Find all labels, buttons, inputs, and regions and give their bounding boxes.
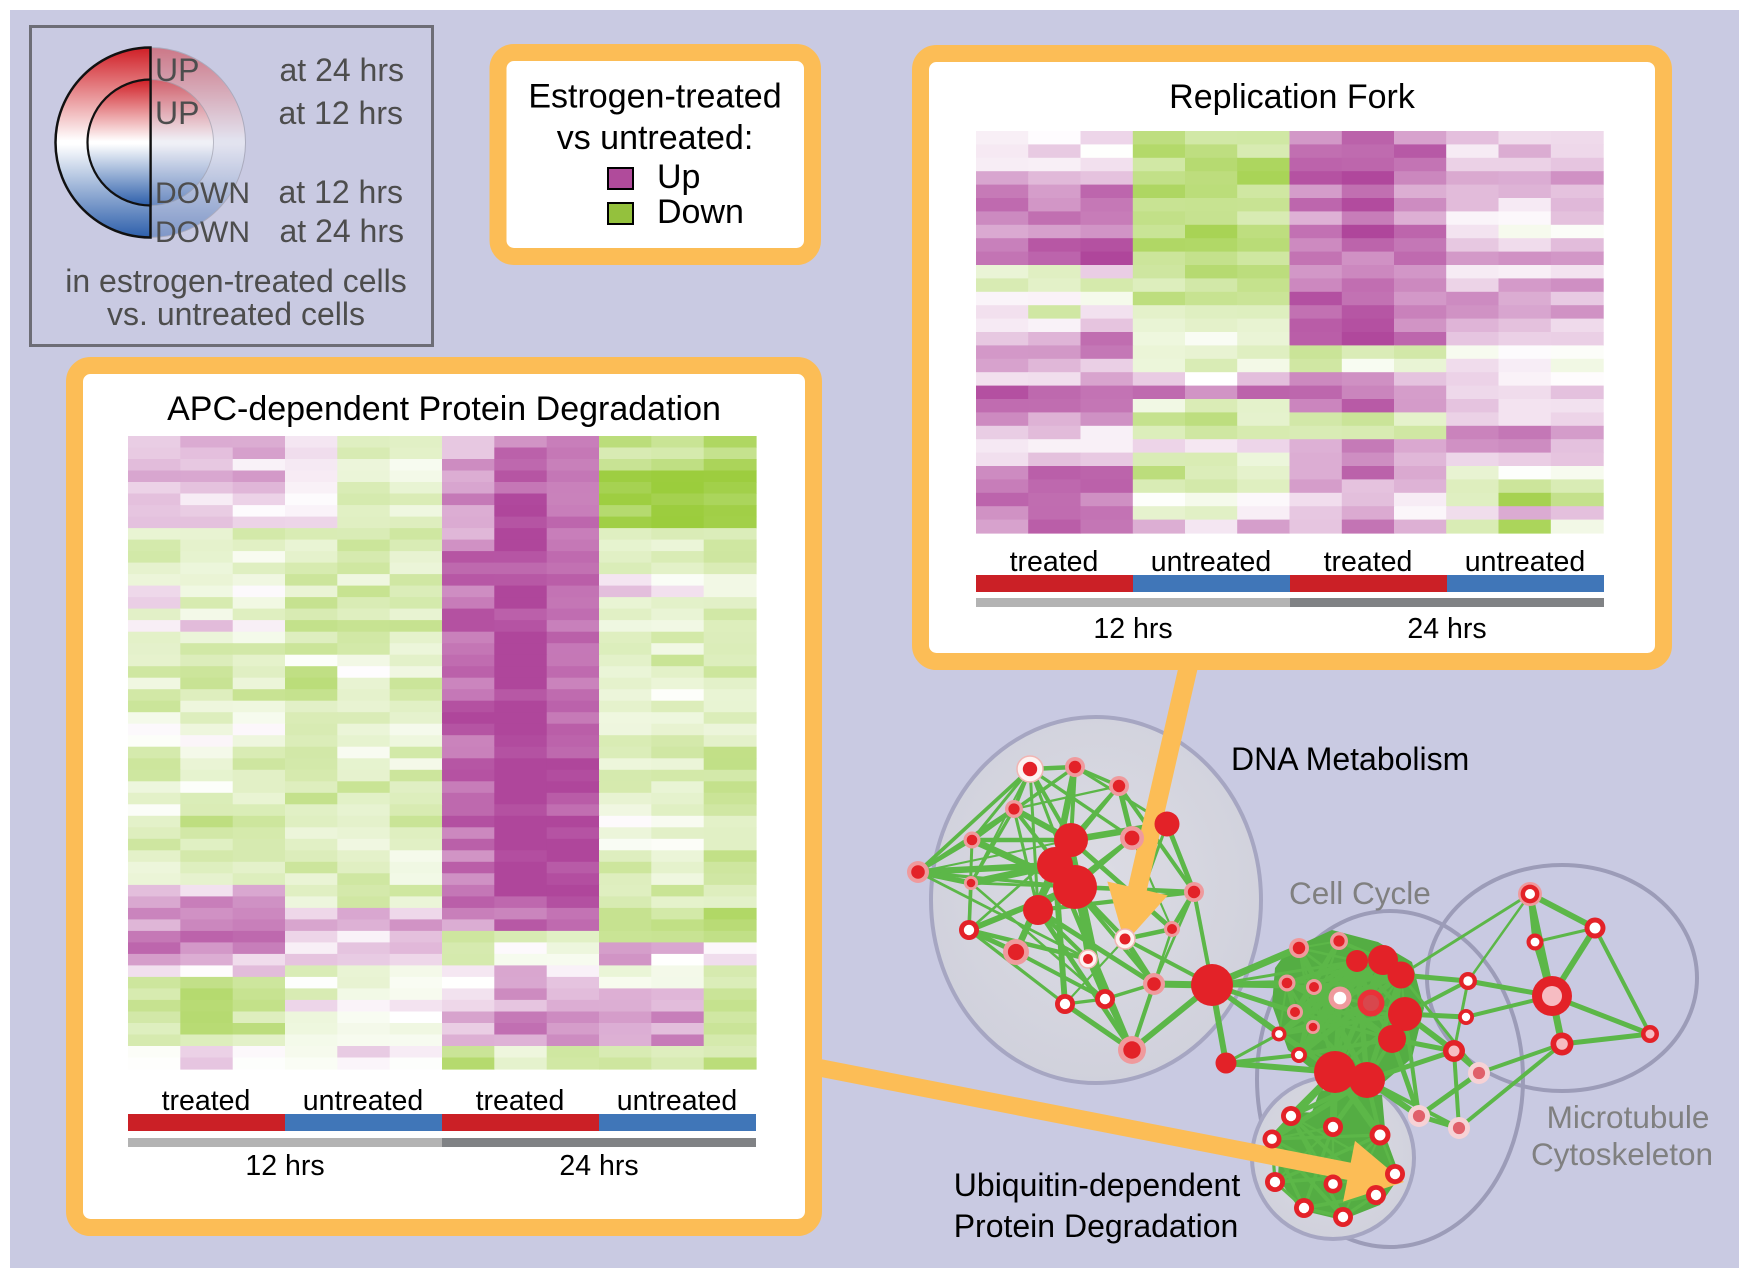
- svg-text:untreated: untreated: [1465, 546, 1585, 578]
- svg-text:treated: treated: [1324, 546, 1413, 578]
- svg-text:Microtubule: Microtubule: [1547, 1099, 1710, 1135]
- svg-text:treated: treated: [162, 1085, 251, 1117]
- svg-text:Cytoskeleton: Cytoskeleton: [1531, 1136, 1713, 1172]
- svg-text:treated: treated: [476, 1085, 565, 1117]
- svg-text:Protein Degradation: Protein Degradation: [954, 1208, 1239, 1244]
- svg-text:UP: UP: [155, 95, 199, 131]
- svg-text:UP: UP: [155, 52, 199, 88]
- svg-text:treated: treated: [1010, 546, 1099, 578]
- svg-text:at 24 hrs: at 24 hrs: [279, 52, 404, 88]
- svg-text:at 12 hrs: at 12 hrs: [278, 95, 403, 131]
- svg-text:in estrogen-treated cells: in estrogen-treated cells: [65, 263, 407, 299]
- svg-text:Replication Fork: Replication Fork: [1169, 78, 1416, 116]
- svg-text:Up: Up: [657, 158, 700, 196]
- svg-text:untreated: untreated: [1151, 546, 1271, 578]
- svg-text:Estrogen-treated: Estrogen-treated: [528, 78, 781, 116]
- svg-text:DNA Metabolism: DNA Metabolism: [1231, 741, 1469, 777]
- svg-text:24 hrs: 24 hrs: [1407, 613, 1486, 645]
- svg-text:at 24 hrs: at 24 hrs: [279, 213, 404, 249]
- svg-text:24 hrs: 24 hrs: [559, 1150, 638, 1182]
- svg-text:vs. untreated cells: vs. untreated cells: [107, 296, 365, 332]
- svg-text:APC-dependent Protein Degradat: APC-dependent Protein Degradation: [167, 390, 721, 428]
- svg-text:at 12 hrs: at 12 hrs: [278, 174, 403, 210]
- svg-text:Cell Cycle: Cell Cycle: [1289, 875, 1431, 911]
- svg-text:untreated: untreated: [303, 1085, 423, 1117]
- svg-text:untreated: untreated: [617, 1085, 737, 1117]
- svg-text:12 hrs: 12 hrs: [1093, 613, 1172, 645]
- svg-text:Down: Down: [657, 193, 744, 231]
- svg-text:12 hrs: 12 hrs: [245, 1150, 324, 1182]
- svg-text:vs untreated:: vs untreated:: [557, 119, 754, 157]
- svg-text:DOWN: DOWN: [155, 216, 250, 249]
- svg-text:Ubiquitin-dependent: Ubiquitin-dependent: [954, 1167, 1241, 1203]
- svg-text:DOWN: DOWN: [155, 177, 250, 210]
